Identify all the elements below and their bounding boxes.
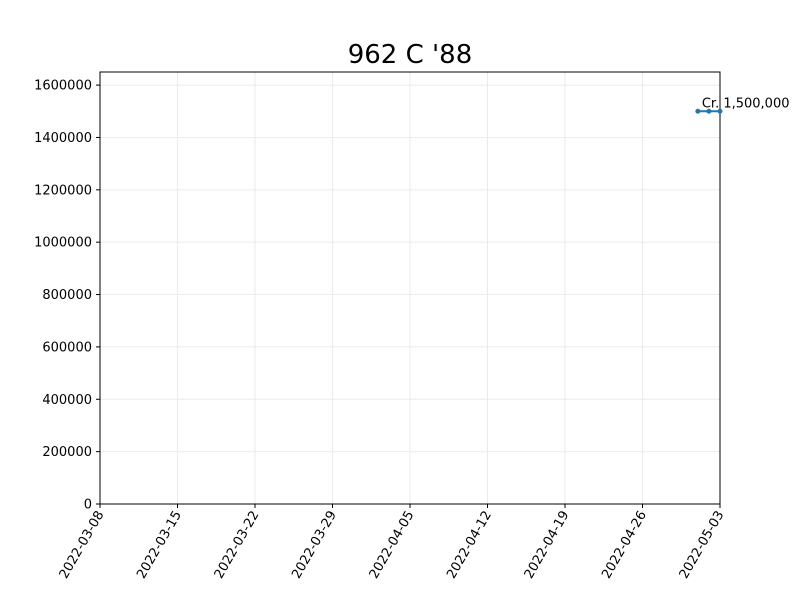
data-point	[717, 108, 723, 114]
x-tick-label: 2022-03-15	[134, 509, 185, 582]
price-annotation: Cr. 1,500,000	[702, 96, 790, 111]
data-marks	[695, 108, 723, 114]
data-point	[695, 108, 701, 114]
x-tick-label: 2022-04-05	[367, 509, 418, 582]
x-tick-label: 2022-05-03	[677, 509, 728, 582]
x-tick-label: 2022-03-22	[212, 509, 263, 582]
y-tick-label: 200000	[42, 445, 92, 460]
x-tick-label: 2022-03-29	[289, 509, 340, 582]
data-point	[706, 108, 712, 114]
x-tick-label: 2022-04-26	[599, 509, 650, 582]
x-tick-label: 2022-04-12	[444, 509, 495, 582]
y-tick-label: 1400000	[34, 131, 92, 146]
y-tick-label: 800000	[42, 288, 92, 303]
axes: 0 200000 400000 600000 800000 1000000 1200000 1…	[34, 71, 728, 582]
y-tick-label: 400000	[42, 393, 92, 408]
y-tick-label: 1600000	[34, 79, 92, 94]
grid	[99, 72, 721, 505]
x-tick-label: 2022-03-08	[57, 509, 108, 582]
chart-title: 962 C '88	[348, 40, 473, 70]
y-tick-label: 1000000	[34, 236, 92, 251]
y-tick-label: 1200000	[34, 183, 92, 198]
y-tick-label: 600000	[42, 340, 92, 355]
y-tick-label: 0	[84, 498, 92, 513]
x-tick-label: 2022-04-19	[522, 509, 573, 582]
